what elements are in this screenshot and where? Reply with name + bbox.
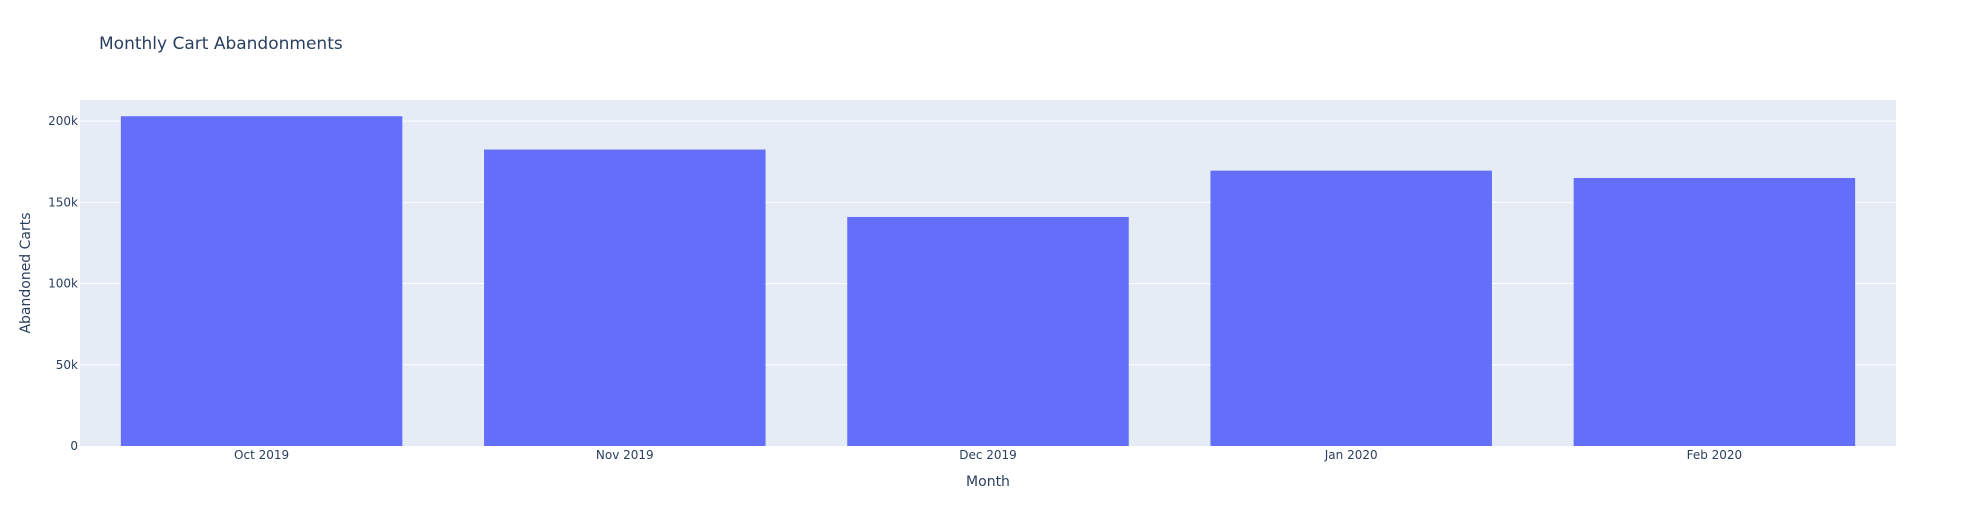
- x-tick-label: Dec 2019: [959, 448, 1017, 462]
- x-tick-labels: Oct 2019 Nov 2019 Dec 2019 Jan 2020 Feb 2020: [234, 448, 1742, 462]
- x-tick-label: Nov 2019: [596, 448, 654, 462]
- y-tick-label: 100k: [48, 277, 78, 291]
- y-tick-labels: 0 50k 100k 150k 200k: [48, 114, 78, 453]
- bars: [120, 116, 1856, 446]
- x-tick-label: Oct 2019: [234, 448, 289, 462]
- bar: [1573, 177, 1856, 446]
- y-tick-label: 200k: [48, 114, 78, 128]
- x-tick-label: Jan 2020: [1324, 448, 1378, 462]
- bar: [847, 216, 1129, 446]
- y-axis-title: Abandoned Carts: [18, 212, 34, 333]
- bar: [1210, 170, 1492, 446]
- bar: [120, 116, 403, 446]
- x-tick-label: Feb 2020: [1687, 448, 1743, 462]
- y-tick-label: 50k: [56, 358, 78, 372]
- x-axis-title: Month: [966, 474, 1010, 490]
- y-tick-label: 150k: [48, 195, 78, 209]
- y-tick-label: 0: [70, 439, 78, 453]
- chart-title: Monthly Cart Abandonments: [99, 34, 343, 54]
- bar: [484, 149, 766, 446]
